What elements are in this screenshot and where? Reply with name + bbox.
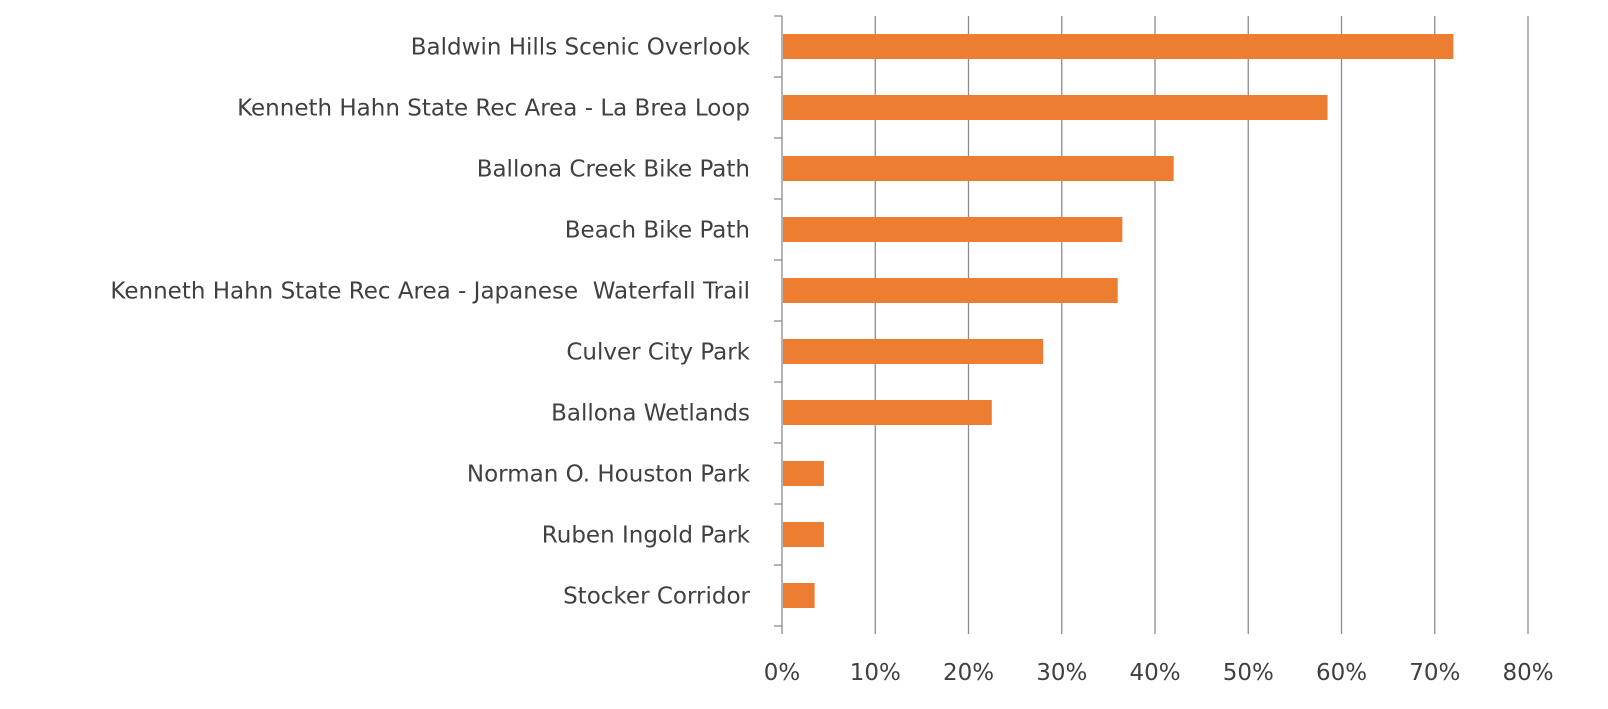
bar (783, 34, 1454, 59)
bar (783, 217, 1123, 242)
x-tick-label: 80% (1502, 660, 1553, 686)
bar (783, 400, 992, 425)
bar (783, 461, 824, 486)
category-label: Stocker Corridor (563, 584, 750, 610)
category-label: Kenneth Hahn State Rec Area - Japanese W… (110, 279, 750, 305)
bar (783, 339, 1044, 364)
category-label: Ballona Creek Bike Path (477, 157, 750, 183)
category-label: Baldwin Hills Scenic Overlook (411, 35, 751, 61)
bar (783, 583, 815, 608)
x-tick-labels: 0% 10% 20% 30% 40% 50% 60% 70% 80% (764, 660, 1554, 686)
bars (783, 34, 1454, 608)
bar (783, 95, 1328, 120)
category-label: Beach Bike Path (565, 218, 750, 244)
category-labels: Baldwin Hills Scenic Overlook Kenneth Hah… (110, 35, 750, 610)
bar (783, 156, 1174, 181)
x-tick-label: 40% (1129, 660, 1180, 686)
category-label: Ruben Ingold Park (542, 523, 751, 549)
category-label: Norman O. Houston Park (467, 462, 751, 488)
x-tick-label: 0% (764, 660, 801, 686)
x-tick-label: 30% (1036, 660, 1087, 686)
x-tick-label: 10% (850, 660, 901, 686)
bar (783, 278, 1118, 303)
x-tick-label: 50% (1223, 660, 1274, 686)
x-tick-label: 20% (943, 660, 994, 686)
category-label: Culver City Park (566, 340, 750, 366)
y-axis (774, 15, 1529, 634)
x-tick-label: 60% (1316, 660, 1367, 686)
category-label: Ballona Wetlands (551, 401, 750, 427)
x-tick-label: 70% (1409, 660, 1460, 686)
bar (783, 522, 824, 547)
category-label: Kenneth Hahn State Rec Area - La Brea Lo… (237, 96, 750, 122)
